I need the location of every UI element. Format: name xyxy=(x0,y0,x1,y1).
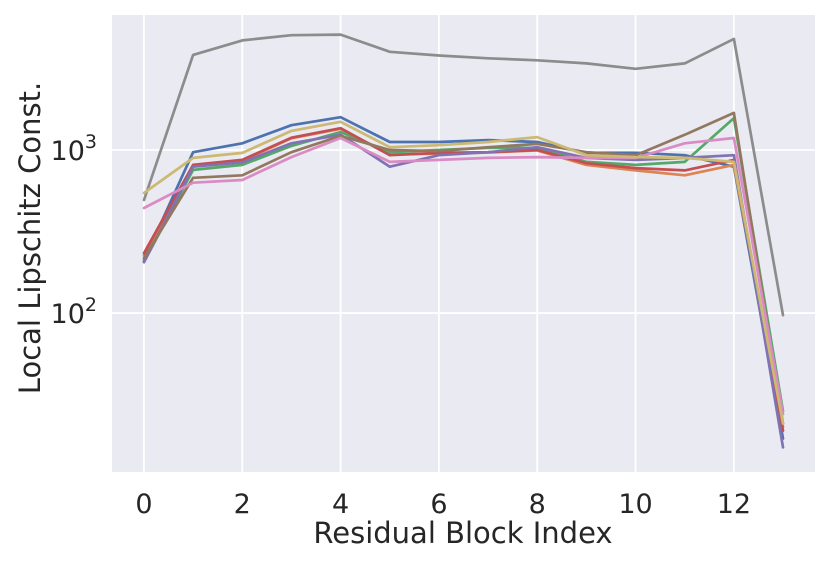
x-tick-label: 8 xyxy=(529,489,546,520)
x-tick-label: 4 xyxy=(332,489,349,520)
x-tick-label: 12 xyxy=(717,489,751,520)
x-tick-label: 0 xyxy=(135,489,152,520)
series-gray xyxy=(142,33,785,317)
chart-layer: 0 2 4 6 8 10 12 102 103 xyxy=(51,15,815,520)
y-axis-label: Local Lipschitz Const. xyxy=(13,82,47,394)
series-blue xyxy=(142,115,785,440)
series-brown xyxy=(142,111,785,425)
x-tick-label: 2 xyxy=(234,489,251,520)
x-tick-label: 10 xyxy=(618,489,652,520)
x-tick-label: 6 xyxy=(430,489,447,520)
y-tick-label: 102 xyxy=(51,294,97,330)
series-pink xyxy=(142,136,785,416)
y-tick-label: 103 xyxy=(51,131,97,167)
series-yellow xyxy=(142,120,785,425)
plot-background xyxy=(112,15,815,472)
x-axis-label: Residual Block Index xyxy=(313,516,612,550)
